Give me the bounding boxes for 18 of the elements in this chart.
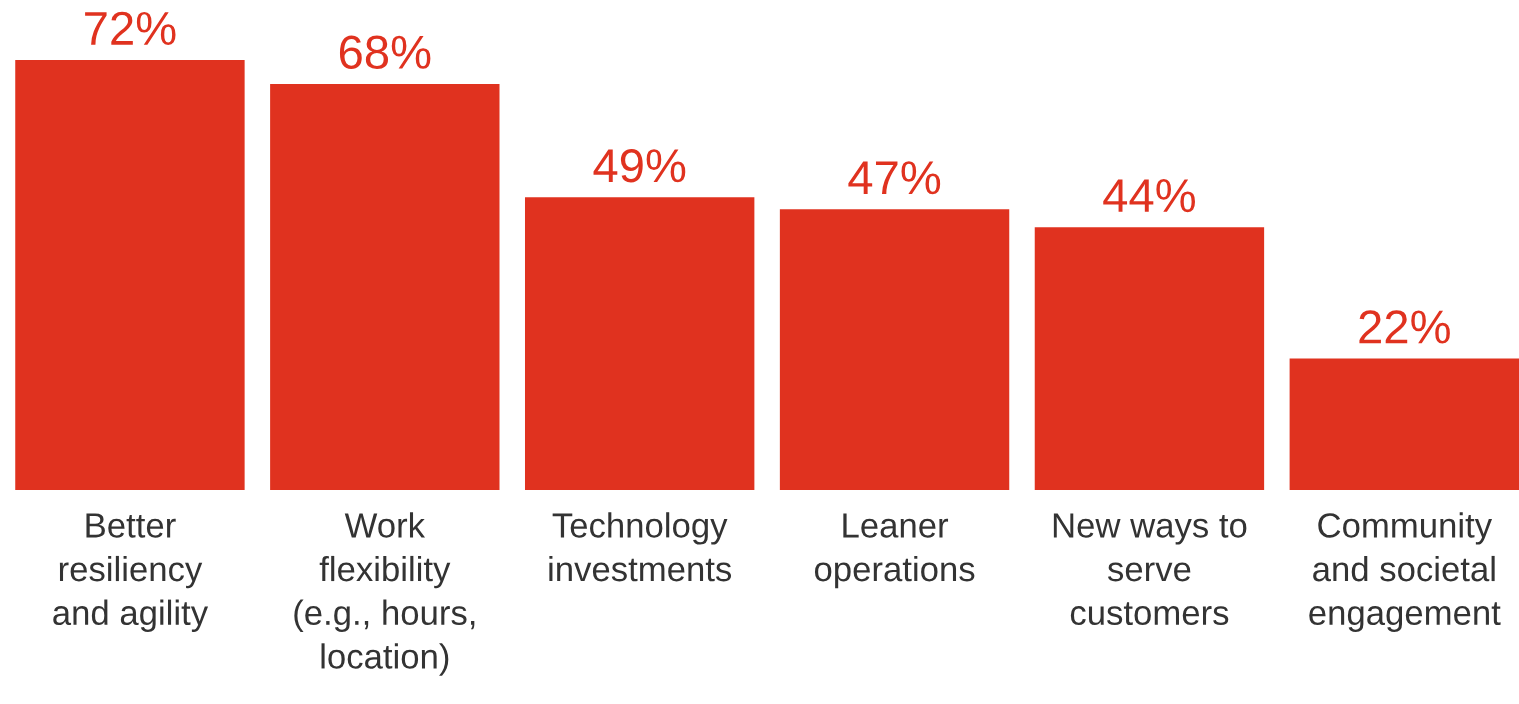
bar (779, 209, 1010, 490)
x-tick-label: Community and societal engagement (1309, 512, 1501, 632)
data-label: 22% (1359, 310, 1450, 344)
bar (524, 197, 755, 490)
x-tick-label: Technology investments (549, 512, 732, 582)
x-tick-label: Better resiliency and agility (53, 513, 209, 632)
x-tick-label: Leaner operations (814, 513, 975, 589)
x-tick-label: New ways to serve customers (1053, 513, 1247, 626)
data-label: 72% (85, 11, 176, 45)
data-label: 49% (593, 149, 686, 183)
bar (1289, 358, 1519, 490)
bar (270, 83, 500, 490)
data-label: 44% (1103, 179, 1196, 213)
bar (15, 60, 245, 490)
x-tick-label: Work flexibility (e.g., hours, location) (294, 512, 475, 676)
bar (1034, 227, 1265, 490)
data-label: 68% (339, 35, 431, 69)
data-label: 47% (848, 161, 941, 195)
